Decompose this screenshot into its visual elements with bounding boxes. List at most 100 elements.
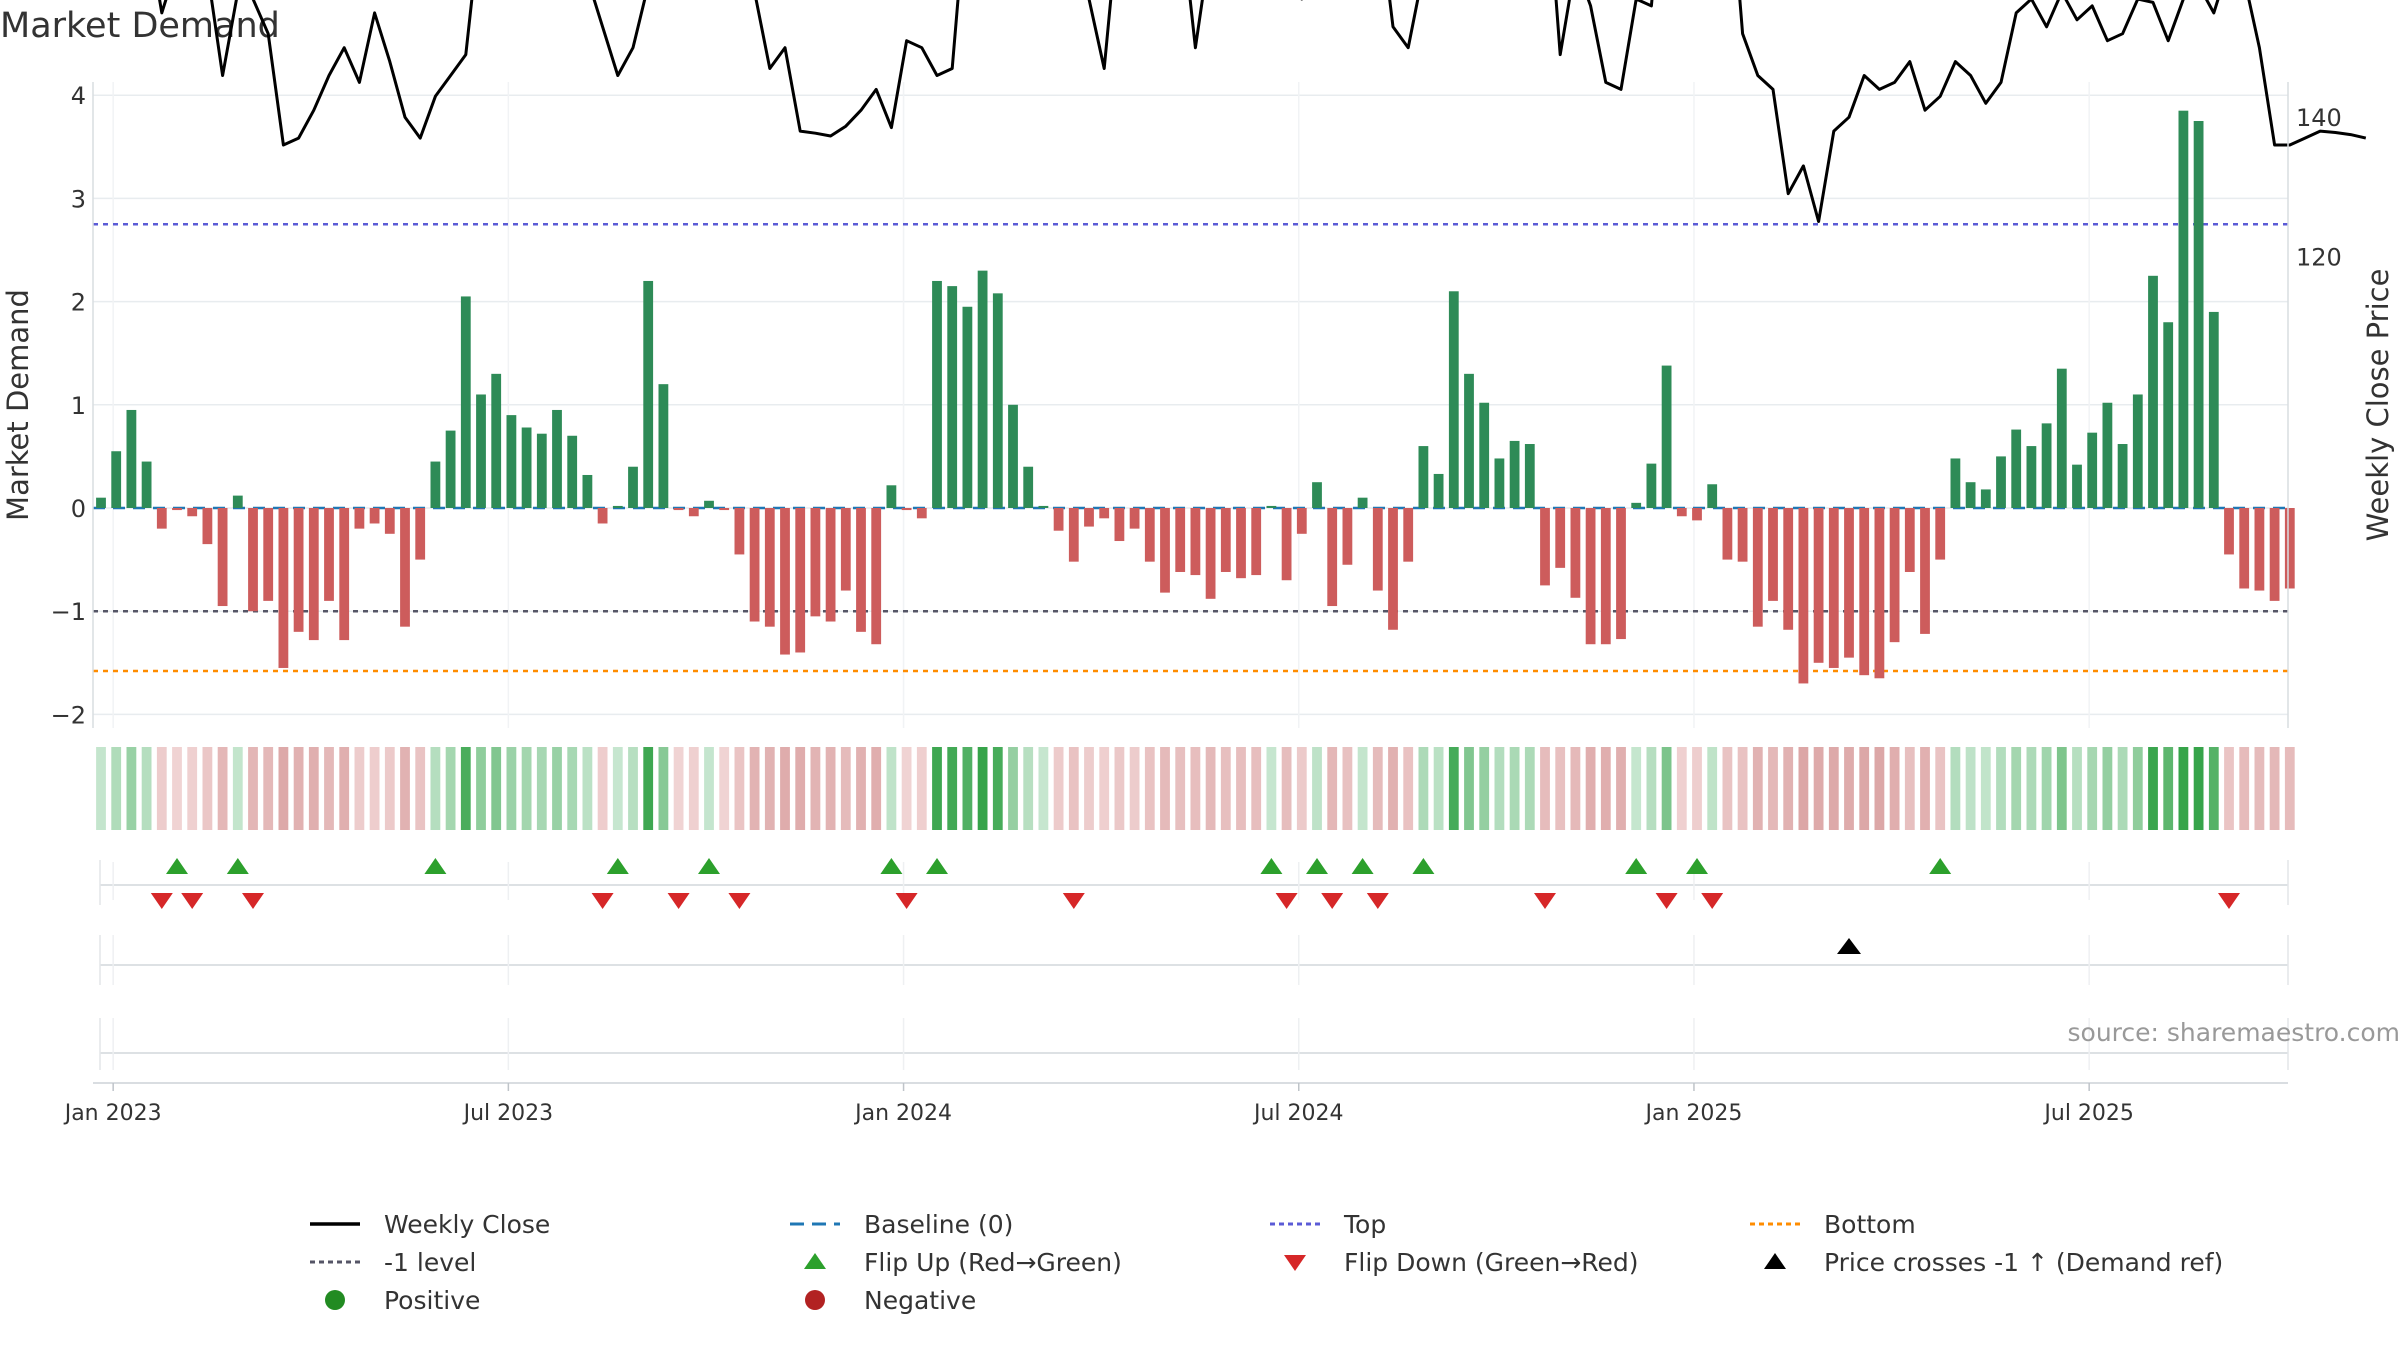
x-tick-label: Jan 2024 <box>853 1101 952 1126</box>
x-tick-label: Jul 2025 <box>2042 1101 2134 1126</box>
heat-cell <box>1798 747 1809 830</box>
heat-cell <box>1099 747 1110 830</box>
demand-bar <box>384 508 395 534</box>
flip-up-marker <box>1929 858 1952 874</box>
heat-cell <box>460 747 471 830</box>
heat-cell <box>780 747 790 830</box>
heat-cell <box>1053 747 1064 830</box>
heat-cell <box>856 747 866 830</box>
heat-cell <box>643 747 654 830</box>
demand-bar <box>1372 508 1383 591</box>
demand-bar <box>1433 473 1444 508</box>
heat-cell <box>612 747 623 830</box>
heat-cell <box>339 747 350 830</box>
demand-bar <box>1965 482 1976 508</box>
weekly-close-line <box>158 0 2367 223</box>
heat-cell <box>430 747 441 830</box>
demand-bar <box>400 508 410 627</box>
heat-cell <box>324 747 334 830</box>
y-tick-label: −2 <box>51 701 86 729</box>
demand-bar <box>992 293 1003 508</box>
demand-bar <box>1479 402 1490 508</box>
heat-cell <box>156 747 167 830</box>
heat-cell <box>1904 747 1915 830</box>
heat-cell <box>1524 747 1535 830</box>
heat-cell <box>1692 747 1702 830</box>
heat-cell <box>1616 747 1626 830</box>
legend-label: -1 level <box>384 1247 477 1277</box>
heat-cell <box>1874 747 1885 830</box>
y-tick-label: 4 <box>71 82 86 110</box>
demand-bar <box>415 508 426 560</box>
heat-cell <box>1555 747 1566 830</box>
legend-baseline: Baseline (0) <box>780 1205 1013 1243</box>
demand-bar <box>1266 505 1277 508</box>
demand-bar <box>1357 497 1368 508</box>
demand-bar <box>977 270 988 508</box>
flip-up-marker <box>1351 858 1374 874</box>
legend-flip-up: Flip Up (Red→Green) <box>780 1243 1122 1281</box>
demand-bar <box>795 508 806 653</box>
heat-cell <box>1296 747 1307 830</box>
demand-bar <box>567 435 578 508</box>
heat-cell <box>369 747 380 830</box>
y-tick-label: 0 <box>71 495 86 523</box>
demand-bar <box>552 409 562 508</box>
heat-cell <box>1768 747 1778 830</box>
demand-bar <box>2117 444 2128 508</box>
heat-cell <box>1236 747 1246 830</box>
heat-cell <box>795 747 806 830</box>
demand-bar <box>339 508 350 641</box>
heat-cell <box>263 747 274 830</box>
line-swatch-icon <box>310 1222 360 1226</box>
heat-cell <box>1631 747 1642 830</box>
demand-bar <box>202 508 213 545</box>
demand-bar <box>248 508 258 612</box>
flip-down-marker <box>242 893 264 909</box>
demand-bar <box>597 508 608 524</box>
heat-cell <box>2239 747 2250 830</box>
heat-cell <box>2254 747 2265 830</box>
demand-bars <box>96 110 2295 684</box>
heat-cell <box>384 747 395 830</box>
heat-cell <box>1129 747 1140 830</box>
demand-bar <box>1160 508 1170 593</box>
reference-lines <box>93 222 2288 673</box>
flip-down-marker <box>591 893 614 909</box>
demand-bar <box>947 286 958 508</box>
heat-cell <box>1996 747 2006 830</box>
heat-cell <box>673 747 684 830</box>
demand-bar <box>1403 508 1414 562</box>
heat-cell <box>1114 747 1125 830</box>
heat-cell <box>764 747 775 830</box>
demand-bar <box>2163 322 2174 508</box>
heat-cell <box>111 747 122 830</box>
heat-cell <box>1190 747 1201 830</box>
heat-cell <box>901 747 912 830</box>
heat-cell <box>734 747 745 830</box>
demand-bar <box>2072 464 2082 508</box>
legend-top: Top <box>1260 1205 1386 1243</box>
demand-bar <box>1068 508 1079 562</box>
heat-cell <box>308 747 319 830</box>
demand-bar <box>1236 508 1246 579</box>
flip-up-marker <box>166 858 188 874</box>
heat-cell <box>1144 747 1155 830</box>
demand-bar <box>445 430 456 508</box>
legend: Weekly Close Baseline (0) Top Bottom -1 … <box>300 1205 2260 1335</box>
demand-bar <box>1464 373 1474 508</box>
heat-cell <box>1965 747 1976 830</box>
heat-cell <box>1920 747 1930 830</box>
heat-cell <box>1889 747 1900 830</box>
demand-bar <box>187 508 198 517</box>
demand-bar <box>506 415 517 508</box>
heat-cell <box>1844 747 1854 830</box>
flip-up-marker <box>926 858 948 874</box>
signal-markers-panel <box>99 858 2289 1070</box>
demand-bar <box>582 474 593 508</box>
heat-cell <box>1403 747 1414 830</box>
demand-bar <box>2208 311 2219 508</box>
demand-bar <box>2132 394 2143 508</box>
heat-cell <box>1327 747 1338 830</box>
flip-down-marker <box>181 893 204 909</box>
